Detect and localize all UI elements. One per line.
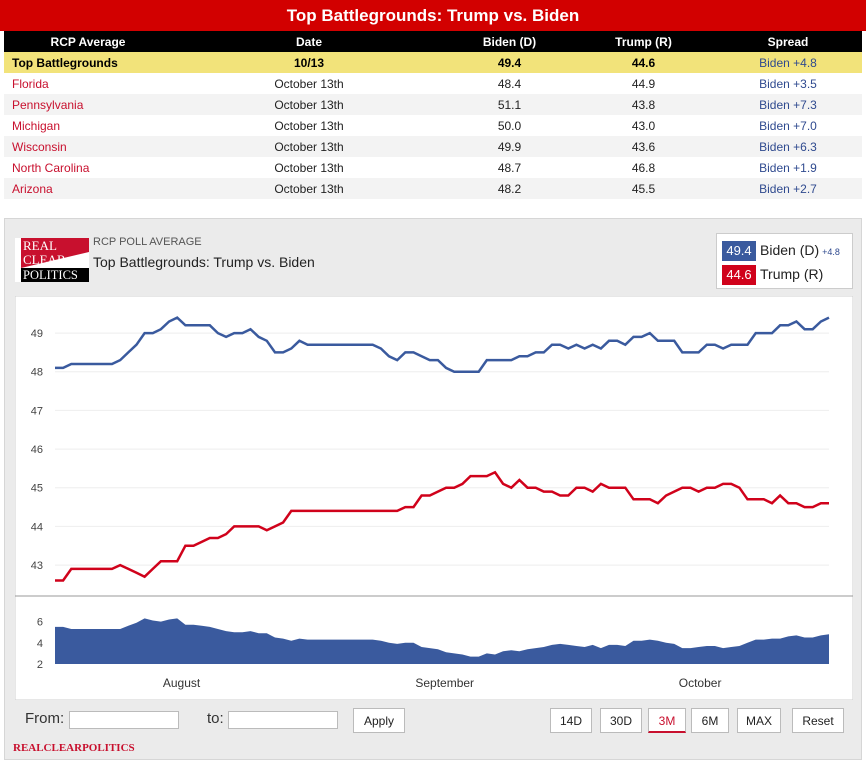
y-tick-label: 46	[31, 444, 43, 456]
poll-link[interactable]: Pennsylvania	[4, 94, 172, 115]
table-row: Pennsylvania October 13th 51.1 43.8 Bide…	[4, 94, 862, 115]
spread-y-tick-label: 2	[37, 659, 43, 671]
x-tick-label: September	[415, 676, 474, 690]
table-row: Arizona October 13th 48.2 45.5 Biden +2.…	[4, 178, 862, 199]
col-header-date: Date	[172, 31, 446, 52]
range-3m-button[interactable]: 3M	[648, 708, 686, 733]
poll-link[interactable]: Michigan	[12, 118, 61, 133]
range-14d-button[interactable]: 14D	[550, 708, 592, 733]
poll-trump: 43.0	[631, 118, 656, 133]
poll-spread: Biden +1.9	[759, 160, 817, 175]
poll-spread: Biden +6.3	[714, 136, 862, 157]
col-header-biden: Biden (D)	[446, 31, 573, 52]
to-label: to:	[207, 710, 224, 727]
average-date: 10/13	[172, 52, 446, 73]
range-6m-button[interactable]: 6M	[691, 708, 729, 733]
legend-biden-value: 49.4	[722, 241, 756, 261]
poll-biden: 50.0	[497, 118, 522, 133]
poll-trump: 46.8	[631, 160, 656, 175]
y-tick-label: 49	[31, 328, 43, 340]
reset-button[interactable]: Reset	[792, 708, 844, 733]
poll-spread: Biden +2.7	[714, 178, 862, 199]
poll-biden: 48.7	[497, 160, 522, 175]
poll-spread: Biden +7.0	[759, 118, 817, 133]
y-tick-label: 44	[31, 521, 43, 533]
logo-line-3: POLITICS	[23, 268, 78, 282]
poll-biden: 51.1	[446, 94, 573, 115]
poll-spread: Biden +7.3	[714, 94, 862, 115]
col-header-poll: RCP Average	[4, 31, 172, 52]
chart-subtitle: RCP POLL AVERAGE	[93, 236, 202, 248]
poll-date: October 13th	[274, 76, 344, 91]
poll-biden: 48.2	[446, 178, 573, 199]
logo-line-1: REAL	[23, 238, 57, 253]
average-trump: 44.6	[573, 52, 714, 73]
spread-y-tick-label: 4	[37, 638, 43, 650]
legend-biden: 49.4 Biden (D) +4.8	[722, 240, 840, 261]
poll-biden: 49.9	[446, 136, 573, 157]
apply-button[interactable]: Apply	[353, 708, 405, 733]
biden-series-line	[55, 316, 830, 373]
y-tick-label: 47	[31, 405, 43, 417]
range-30d-button[interactable]: 30D	[600, 708, 642, 733]
poll-date: October 13th	[274, 118, 344, 133]
spread-area	[55, 618, 829, 664]
poll-trump: 45.5	[573, 178, 714, 199]
poll-date: October 13th	[172, 94, 446, 115]
average-spread: Biden +4.8	[714, 52, 862, 73]
from-label: From:	[25, 710, 65, 727]
x-tick-label: August	[163, 676, 201, 690]
logo-line-2: CLEAR	[23, 252, 66, 267]
table-row: North Carolina October 13th 48.7 46.8 Bi…	[4, 157, 862, 178]
date-controls: From: to: Apply 14D 30D 3M 6M MAX Reset	[5, 705, 863, 741]
table-row: Wisconsin October 13th 49.9 43.6 Biden +…	[4, 136, 862, 157]
poll-link[interactable]: Florida	[12, 76, 49, 91]
poll-date: October 13th	[172, 136, 446, 157]
poll-date: October 13th	[172, 178, 446, 199]
footer-brand: REALCLEARPOLITICS	[13, 742, 135, 754]
legend-biden-spread: +4.8	[822, 247, 840, 257]
legend-biden-label: Biden (D)	[760, 242, 820, 258]
poll-biden: 48.4	[497, 76, 522, 91]
chart-panel: REAL CLEAR POLITICS RCP POLL AVERAGE Top…	[4, 218, 862, 760]
poll-table: RCP Average Date Biden (D) Trump (R) Spr…	[4, 31, 862, 199]
legend: 49.4 Biden (D) +4.8 44.6 Trump (R)	[716, 233, 853, 289]
legend-trump: 44.6 Trump (R)	[722, 264, 824, 285]
to-date-input[interactable]	[228, 711, 338, 729]
table-header-row: RCP Average Date Biden (D) Trump (R) Spr…	[4, 31, 862, 52]
col-header-spread: Spread	[714, 31, 862, 52]
y-tick-label: 45	[31, 483, 43, 495]
chart-title: Top Battlegrounds: Trump vs. Biden	[93, 254, 315, 270]
poll-date: October 13th	[274, 160, 344, 175]
from-date-input[interactable]	[69, 711, 179, 729]
poll-trump: 44.9	[631, 76, 656, 91]
logo-graphic: REAL CLEAR POLITICS	[21, 238, 89, 282]
y-tick-label: 43	[31, 560, 43, 572]
poll-link[interactable]: Arizona	[4, 178, 172, 199]
spread-y-tick-label: 6	[37, 617, 43, 629]
average-row: Top Battlegrounds 10/13 49.4 44.6 Biden …	[4, 52, 862, 73]
y-tick-label: 48	[31, 367, 43, 379]
legend-trump-label: Trump (R)	[760, 266, 824, 282]
legend-trump-value: 44.6	[722, 265, 756, 285]
average-biden: 49.4	[446, 52, 573, 73]
range-max-button[interactable]: MAX	[737, 708, 781, 733]
table-row: Florida October 13th 48.4 44.9 Biden +3.…	[4, 73, 862, 94]
page-title: Top Battlegrounds: Trump vs. Biden	[0, 0, 866, 31]
table-row: Michigan October 13th 50.0 43.0 Biden +7…	[4, 115, 862, 136]
poll-trump: 43.8	[573, 94, 714, 115]
x-tick-label: October	[679, 676, 722, 690]
poll-spread: Biden +3.5	[759, 76, 817, 91]
col-header-trump: Trump (R)	[573, 31, 714, 52]
poll-link[interactable]: Wisconsin	[4, 136, 172, 157]
average-poll: Top Battlegrounds	[4, 52, 172, 73]
rcp-logo: REAL CLEAR POLITICS	[15, 238, 89, 282]
poll-link[interactable]: North Carolina	[12, 160, 90, 175]
poll-trump: 43.6	[573, 136, 714, 157]
trump-series-line	[55, 470, 829, 582]
